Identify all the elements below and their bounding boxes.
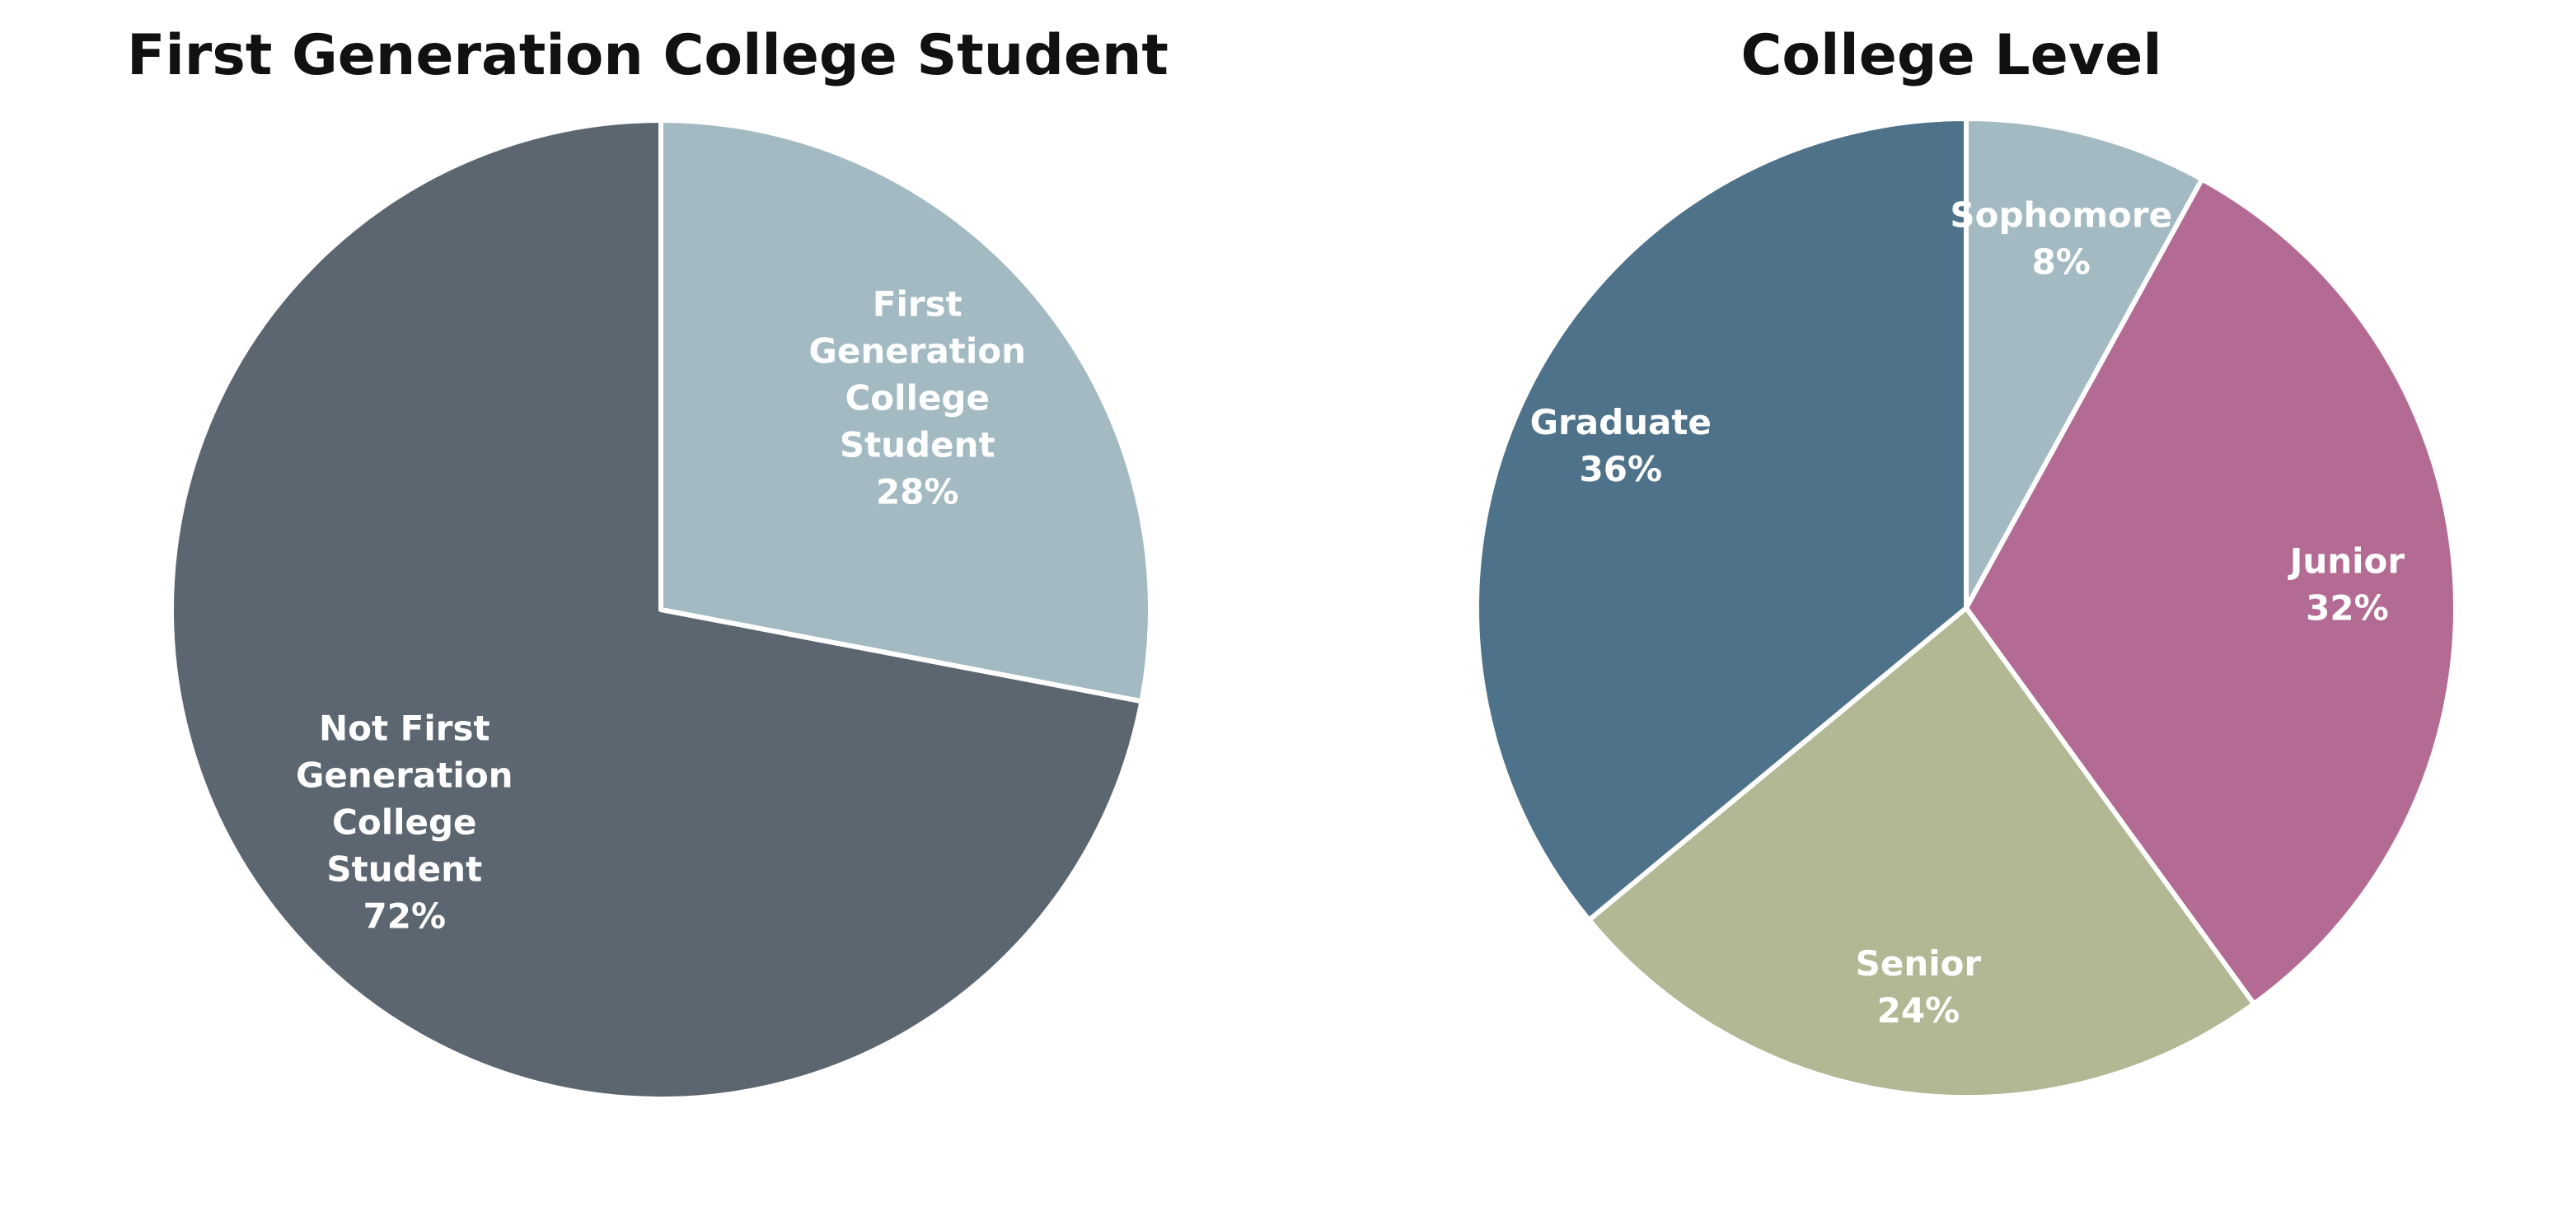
college-level-slices — [1474, 116, 2458, 1100]
slice-percent-label: 28% — [876, 472, 959, 512]
slice-category-label: Sophomore — [1950, 195, 2172, 236]
college-level-slice-labels: Sophomore 8% Junior 32% Senior 24% Graduate 36% — [1530, 195, 2405, 1031]
college-level-label-junior: Junior 32% — [2288, 540, 2405, 628]
college-level-label-sophomore: Sophomore 8% — [1950, 195, 2172, 283]
first-generation-pie-chart: First Generation College Student First Ge… — [127, 23, 1169, 1101]
slice-category-label: Junior — [2288, 540, 2405, 581]
slice-category-label: Senior — [1856, 943, 1982, 984]
slice-percent-label: 8% — [2032, 242, 2091, 283]
first-generation-slice-first-generation-college-student — [658, 118, 1153, 704]
college-level-chart-title: College Level — [1740, 23, 2161, 88]
slice-category-label: Student — [840, 425, 995, 465]
college-level-slice-junior — [1964, 176, 2458, 1007]
college-level-pie-chart: College Level Sophomore 8% Junior 32% Senior… — [1474, 23, 2458, 1100]
slice-category-label: Generation — [296, 755, 513, 795]
college-level-slice-sophomore — [1964, 116, 2205, 610]
slice-category-label: College — [332, 802, 477, 842]
first-generation-label-first-generation-college-student: First Generation College Student 28% — [808, 284, 1026, 512]
college-level-label-senior: Senior 24% — [1856, 943, 1982, 1031]
first-generation-slice-not-first-generation-college-student — [169, 118, 1145, 1101]
slice-category-label: Generation — [808, 331, 1026, 372]
slice-category-label: Student — [326, 849, 482, 889]
slice-category-label: First — [873, 284, 962, 325]
slice-category-label: College — [845, 378, 990, 419]
slice-percent-label: 32% — [2306, 587, 2389, 628]
slice-category-label: Graduate — [1530, 402, 1712, 442]
college-level-slice-senior — [1586, 606, 2257, 1100]
college-level-slice-graduate — [1474, 116, 1969, 923]
first-generation-chart-title: First Generation College Student — [127, 23, 1169, 88]
college-level-label-graduate: Graduate 36% — [1530, 402, 1712, 489]
slice-percent-label: 36% — [1580, 449, 1663, 489]
first-generation-slice-labels: First Generation College Student 28% Not Firs… — [296, 284, 1026, 937]
first-generation-label-not-first-generation-college-student: Not First Generation College Student 72% — [296, 708, 513, 936]
first-generation-slices — [169, 118, 1153, 1101]
slice-percent-label: 24% — [1877, 990, 1960, 1031]
slice-category-label: Not First — [319, 708, 490, 748]
slice-percent-label: 72% — [363, 896, 447, 936]
